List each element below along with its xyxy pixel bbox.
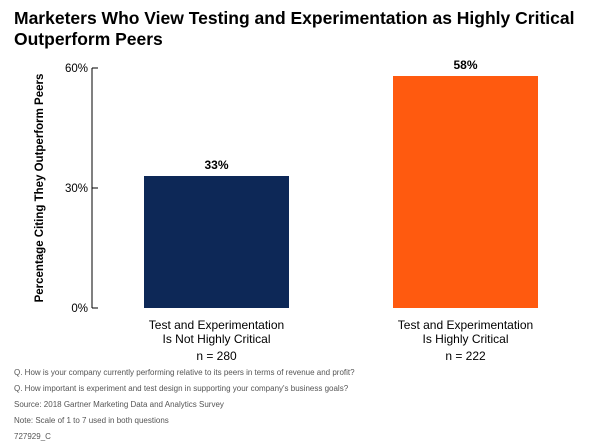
category-sample-size: n = 222 <box>445 349 486 363</box>
footnote-question-1: Q. How is your company currently perform… <box>14 368 355 377</box>
y-axis: 0% 30% 60% <box>65 63 98 315</box>
value-labels: 33% 58% <box>204 58 477 172</box>
chart-title-line-1: Marketers Who View Testing and Experimen… <box>14 8 575 28</box>
category-label: Is Not Highly Critical <box>162 332 270 346</box>
footnote-id: 727929_C <box>14 432 51 441</box>
bars <box>144 76 538 308</box>
footnote-question-2: Q. How important is experiment and test … <box>14 384 349 393</box>
footnote-note: Note: Scale of 1 to 7 used in both quest… <box>14 416 169 425</box>
y-tick-label: 0% <box>71 303 88 315</box>
bar-value-label: 33% <box>204 158 228 172</box>
chart-title-line-2: Outperform Peers <box>14 29 163 49</box>
bar <box>393 76 538 308</box>
category-label: Test and Experimentation <box>149 318 284 332</box>
category-label: Test and Experimentation <box>398 318 533 332</box>
bar-value-label: 58% <box>453 58 477 72</box>
footnote-source: Source: 2018 Gartner Marketing Data and … <box>14 400 224 409</box>
y-tick-label: 30% <box>65 183 88 195</box>
y-tick-label: 60% <box>65 63 88 75</box>
chart-title: Marketers Who View Testing and Experimen… <box>14 8 584 50</box>
category-sample-size: n = 280 <box>196 349 237 363</box>
bar <box>144 176 289 308</box>
category-label: Is Highly Critical <box>422 332 508 346</box>
